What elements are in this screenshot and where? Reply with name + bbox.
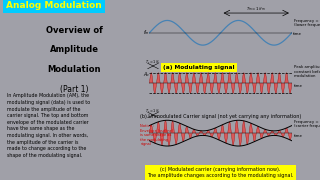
- Text: Frequency = fc
(carrier frequency: no change): Frequency = fc (carrier frequency: no ch…: [294, 120, 320, 128]
- Text: Frequency = fm
(lower frequency): Frequency = fm (lower frequency): [294, 19, 320, 27]
- Text: (b) Unmodulated Carrier signal (not yet carrying any information): (b) Unmodulated Carrier signal (not yet …: [140, 114, 301, 119]
- Text: Notice :
Envelope (outline)
is same shape as
the modulating
signal: Notice : Envelope (outline) is same shap…: [140, 124, 173, 147]
- Text: Overview of: Overview of: [46, 26, 103, 35]
- Text: Amplitude: Amplitude: [50, 45, 99, 54]
- Text: time: time: [294, 134, 303, 138]
- Text: $f_m$: $f_m$: [143, 28, 149, 37]
- Text: (c) Modulated carrier (carrying information now).
The amplitude changes accordin: (c) Modulated carrier (carrying informat…: [148, 167, 294, 178]
- Text: $A_c$: $A_c$: [143, 70, 150, 79]
- Text: (Part 1): (Part 1): [60, 85, 89, 94]
- Text: time: time: [293, 32, 302, 36]
- Text: $T_c=1/f_c$: $T_c=1/f_c$: [145, 107, 161, 114]
- Text: (a) Modulating signal: (a) Modulating signal: [164, 65, 235, 70]
- Text: Peak amplitude is
constant before
modulation: Peak amplitude is constant before modula…: [294, 65, 320, 78]
- Text: time: time: [294, 84, 303, 88]
- Text: In Amplitude Modulation (AM), the
modulating signal (data) is used to
modulate t: In Amplitude Modulation (AM), the modula…: [7, 93, 91, 158]
- Text: $T_m=1/f_m$: $T_m=1/f_m$: [246, 5, 266, 13]
- Text: Modulation: Modulation: [48, 65, 101, 74]
- Text: $T_c=1/f_c$: $T_c=1/f_c$: [145, 58, 161, 66]
- Text: Analog Modulation: Analog Modulation: [6, 1, 102, 10]
